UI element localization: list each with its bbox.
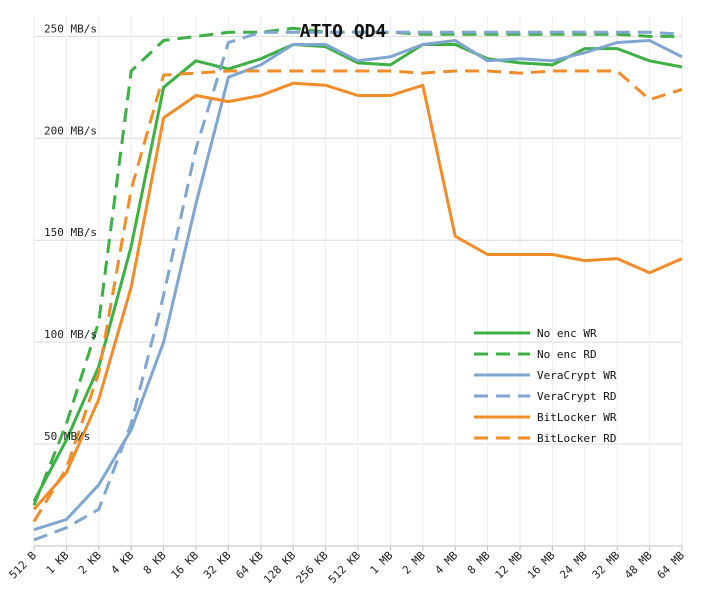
legend-label: No enc RD [537,348,597,361]
y-tick-label: 150 MB/s [44,226,97,239]
legend-label: VeraCrypt RD [537,390,616,403]
legend-label: BitLocker RD [537,432,616,445]
y-tick-label: 200 MB/s [44,124,97,137]
y-tick-label: 100 MB/s [44,328,97,341]
legend-label: BitLocker WR [537,411,617,424]
gridlines [33,16,683,546]
legend: No enc WR No enc RD VeraCrypt WR VeraCrypt … [474,327,617,445]
chart-title: ATTO QD4 [300,21,387,42]
legend-label: No enc WR [537,327,597,340]
series-line-bitlocker-rd [32,69,683,523]
series-layer [32,26,683,542]
series-line-veracrypt-rd [33,30,683,542]
y-tick-label: 50 MB/s [44,430,90,443]
series-line-bitlocker-wr [32,81,683,511]
series-line-veracrypt-wr [33,39,683,532]
y-tick-label: 250 MB/s [44,22,97,35]
legend-label: VeraCrypt WR [537,369,617,382]
y-axis-ticks: 50 MB/s 100 MB/s 150 MB/s 200 MB/s 250 MB/s [44,22,97,443]
